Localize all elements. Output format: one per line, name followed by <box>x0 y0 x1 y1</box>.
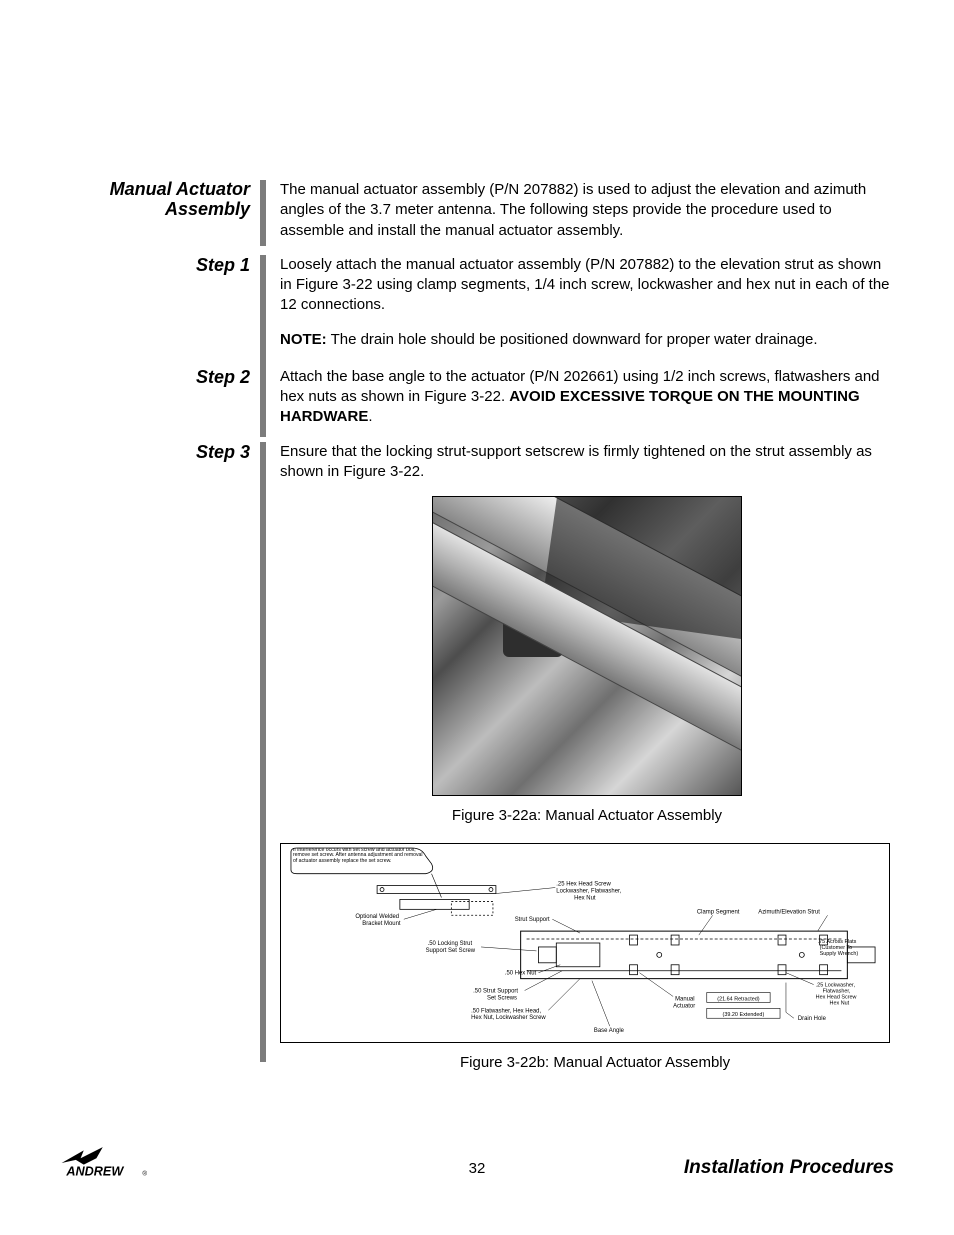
step1-note-prefix: NOTE: <box>280 331 327 348</box>
dl-l7: .50 Hex Nut <box>505 970 537 976</box>
dl-l5: Azimuth/Elevation Strut <box>758 909 820 915</box>
dl-l2: Optional Welded <box>355 914 399 920</box>
step1-note: NOTE: The drain hole should be positione… <box>280 330 894 350</box>
dl-l14: Drain Hole <box>798 1016 827 1022</box>
section-title-line1: Manual Actuator <box>110 179 250 199</box>
dl-l1b: Lockwasher, Flatwasher, <box>556 888 621 894</box>
footer-section-title: Installation Procedures <box>684 1157 894 1179</box>
dl-l2b: Bracket Mount <box>362 921 401 927</box>
dl-l16d: Hex Nut <box>830 1000 850 1006</box>
dl-l1c: Hex Nut <box>574 895 596 901</box>
step2-label: Step 2 <box>80 367 250 388</box>
document-page: Manual Actuator Assembly The manual actu… <box>0 0 954 1235</box>
figure-22b-diagram: If interference occurs with set screw an… <box>280 843 890 1043</box>
figure-22a-caption: Figure 3-22a: Manual Actuator Assembly <box>280 806 894 826</box>
dl-l11b: Actuator <box>673 1003 695 1009</box>
dl-l11: Manual <box>675 996 694 1002</box>
dl-l13: (39.20 Extended) <box>723 1012 765 1018</box>
brand-logo: ANDREW ® <box>60 1147 155 1179</box>
step1-text: Loosely attach the manual actuator assem… <box>280 255 894 316</box>
dl-l6b: Support Set Screw <box>426 947 476 953</box>
section-title-line2: Assembly <box>165 199 250 219</box>
dl-l3: Strut Support <box>515 917 550 923</box>
page-footer: ANDREW ® 32 Installation Procedures <box>60 1147 894 1179</box>
step1-note-body: The drain hole should be positioned down… <box>327 331 818 348</box>
dl-l1: .25 Hex Head Screw <box>556 881 611 887</box>
figure-22b-caption: Figure 3-22b: Manual Actuator Assembly <box>280 1053 894 1073</box>
figure-22b-wrap: If interference occurs with set screw an… <box>280 843 894 1049</box>
brand-logo-text: ANDREW <box>65 1165 124 1179</box>
dl-l6: .50 Locking Strut <box>428 940 473 946</box>
dl-l8b: Set Screws <box>487 995 517 1001</box>
figure-22a-photo <box>432 496 742 796</box>
dl-l10: Base Angle <box>594 1028 625 1034</box>
dl-l12: (21.64 Retracted) <box>717 996 760 1002</box>
section-title: Manual Actuator Assembly <box>80 180 250 220</box>
step3-text: Ensure that the locking strut-support se… <box>280 442 894 483</box>
dl-l8: .50 Strut Support <box>473 988 518 994</box>
content-grid: Manual Actuator Assembly The manual actu… <box>80 180 894 1089</box>
andrew-logo-icon: ANDREW ® <box>60 1147 155 1179</box>
step3-label: Step 3 <box>80 442 250 463</box>
dl-l15c: Supply Wrench) <box>820 950 859 956</box>
dl-l9: .50 Flatwasher, Hex Head, <box>471 1008 541 1014</box>
figure-22a-wrap <box>280 496 894 802</box>
dl-l4: Clamp Segment <box>697 909 740 915</box>
diagram-notebox: If interference occurs with set screw an… <box>293 847 426 863</box>
step2-text-c: . <box>368 408 372 425</box>
page-number: 32 <box>469 1160 486 1177</box>
step2-text: Attach the base angle to the actuator (P… <box>280 367 894 428</box>
svg-text:®: ® <box>142 1170 147 1178</box>
step1-label: Step 1 <box>80 255 250 276</box>
dl-l9b: Hex Nut, Lockwasher Screw <box>471 1015 546 1021</box>
section-intro: The manual actuator assembly (P/N 207882… <box>280 180 894 241</box>
